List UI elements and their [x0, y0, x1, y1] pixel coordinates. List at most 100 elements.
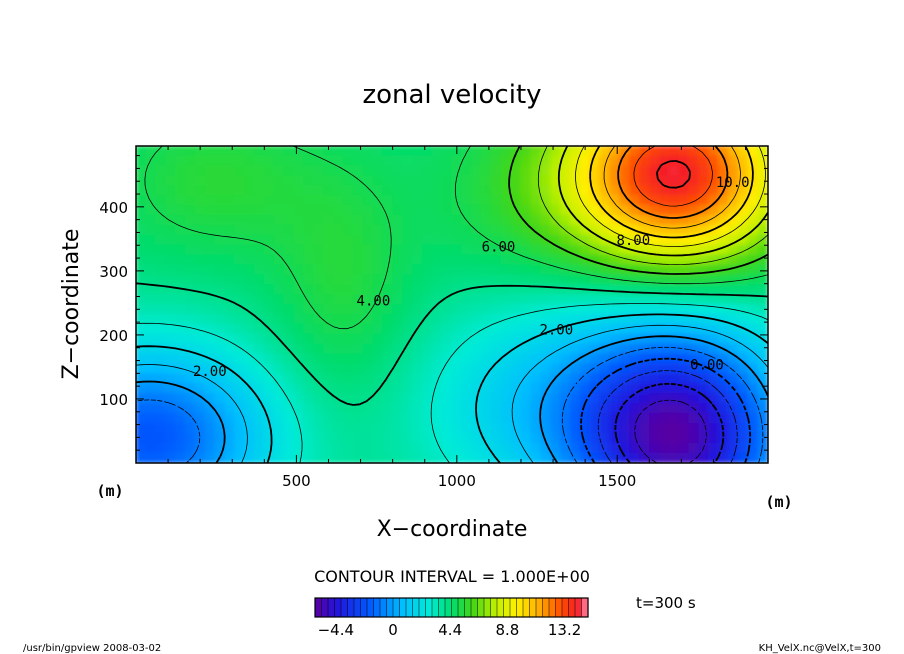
heatmap-cell [747, 244, 759, 256]
heatmap-cell [136, 224, 147, 236]
heatmap-cell [570, 343, 581, 355]
heatmap-cell [234, 214, 246, 226]
heatmap-cell [540, 155, 552, 167]
heatmap-cell [145, 224, 157, 236]
contour-label: 2.00 [539, 323, 573, 339]
heatmap-cell [500, 353, 512, 365]
heatmap-cell [599, 294, 611, 305]
heatmap-cell [629, 234, 641, 246]
heatmap-cell [273, 323, 285, 335]
heatmap-cell [668, 146, 680, 157]
heatmap-cell [283, 333, 295, 345]
heatmap-cell [382, 284, 394, 296]
heatmap-cell [698, 363, 710, 375]
heatmap-cell [619, 195, 631, 206]
heatmap-cell [303, 363, 315, 375]
heatmap-cell [688, 294, 700, 305]
heatmap-cell [431, 244, 443, 256]
heatmap-cell [678, 323, 690, 335]
heatmap-cell [688, 155, 700, 167]
heatmap-cell [698, 254, 710, 266]
heatmap-cell [540, 244, 552, 256]
heatmap-cell [254, 234, 265, 246]
heatmap-cell [570, 185, 581, 197]
heatmap-cell [431, 195, 443, 206]
heatmap-cell [293, 185, 305, 197]
heatmap-cell [757, 204, 768, 216]
heatmap-cell [165, 403, 177, 414]
heatmap-cell [402, 146, 414, 157]
heatmap-cell [688, 244, 700, 256]
heatmap-cell [244, 214, 256, 226]
heatmap-cell [392, 343, 404, 355]
heatmap-cell [273, 353, 285, 365]
heatmap-cell [609, 313, 621, 325]
heatmap-cell [412, 284, 423, 296]
heatmap-cell [639, 234, 651, 246]
heatmap-cell [136, 284, 147, 296]
heatmap-cell [678, 373, 690, 385]
heatmap-cell [520, 412, 532, 424]
contour-label: 8.00 [616, 233, 650, 249]
heatmap-cell [491, 254, 502, 266]
heatmap-cell [313, 363, 325, 375]
heatmap-cell [293, 146, 305, 157]
heatmap-cell [184, 383, 196, 395]
heatmap-cell [688, 343, 700, 355]
heatmap-cell [560, 185, 572, 197]
heatmap-cell [708, 432, 720, 444]
heatmap-cell [481, 214, 493, 226]
heatmap-cell [194, 343, 206, 355]
heatmap-cell [500, 432, 512, 444]
heatmap-cell [757, 403, 768, 414]
heatmap-cell [570, 383, 581, 395]
heatmap-cell [165, 244, 177, 256]
heatmap-cell [136, 313, 147, 325]
heatmap-cell [579, 204, 591, 216]
heatmap-cell [283, 383, 295, 395]
heatmap-cell [718, 274, 730, 286]
heatmap-cell [520, 224, 532, 236]
heatmap-cell [145, 383, 157, 395]
heatmap-cell [629, 165, 641, 177]
heatmap-cell [708, 185, 720, 197]
heatmap-cell [155, 403, 167, 414]
heatmap-cell [737, 175, 749, 187]
heatmap-cell [599, 313, 611, 325]
heatmap-cell [431, 373, 443, 385]
heatmap-cell [431, 264, 443, 276]
heatmap-cell [688, 175, 700, 187]
heatmap-cell [244, 412, 256, 424]
heatmap-cell [333, 165, 344, 177]
heatmap-cell [273, 412, 285, 424]
heatmap-cell [184, 234, 196, 246]
heatmap-cell [204, 284, 216, 296]
heatmap-cell [136, 412, 147, 424]
heatmap-cell [184, 333, 196, 345]
heatmap-cell [224, 442, 236, 454]
heatmap-cell [471, 363, 483, 375]
heatmap-cell [461, 175, 473, 187]
heatmap-cell [599, 274, 611, 286]
heatmap-cell [708, 204, 720, 216]
heatmap-cell [323, 195, 335, 206]
heatmap-cell [737, 373, 749, 385]
heatmap-cell [431, 155, 443, 167]
heatmap-cell [421, 333, 433, 345]
heatmap-cell [421, 412, 433, 424]
heatmap-cell [668, 452, 680, 463]
heatmap-cell [155, 165, 167, 177]
heatmap-cell [175, 383, 186, 395]
heatmap-cell [431, 393, 443, 405]
heatmap-cell [333, 204, 344, 216]
heatmap-cell [619, 373, 631, 385]
heatmap-cell [263, 224, 275, 236]
heatmap-cell [392, 165, 404, 177]
heatmap-cell [540, 264, 552, 276]
heatmap-cell [481, 343, 493, 355]
x-axis: 500 1000 1500 [167, 146, 747, 490]
heatmap-cell [155, 363, 167, 375]
heatmap-cell [382, 403, 394, 414]
heatmap-cell [273, 393, 285, 405]
heatmap-cell [392, 393, 404, 405]
